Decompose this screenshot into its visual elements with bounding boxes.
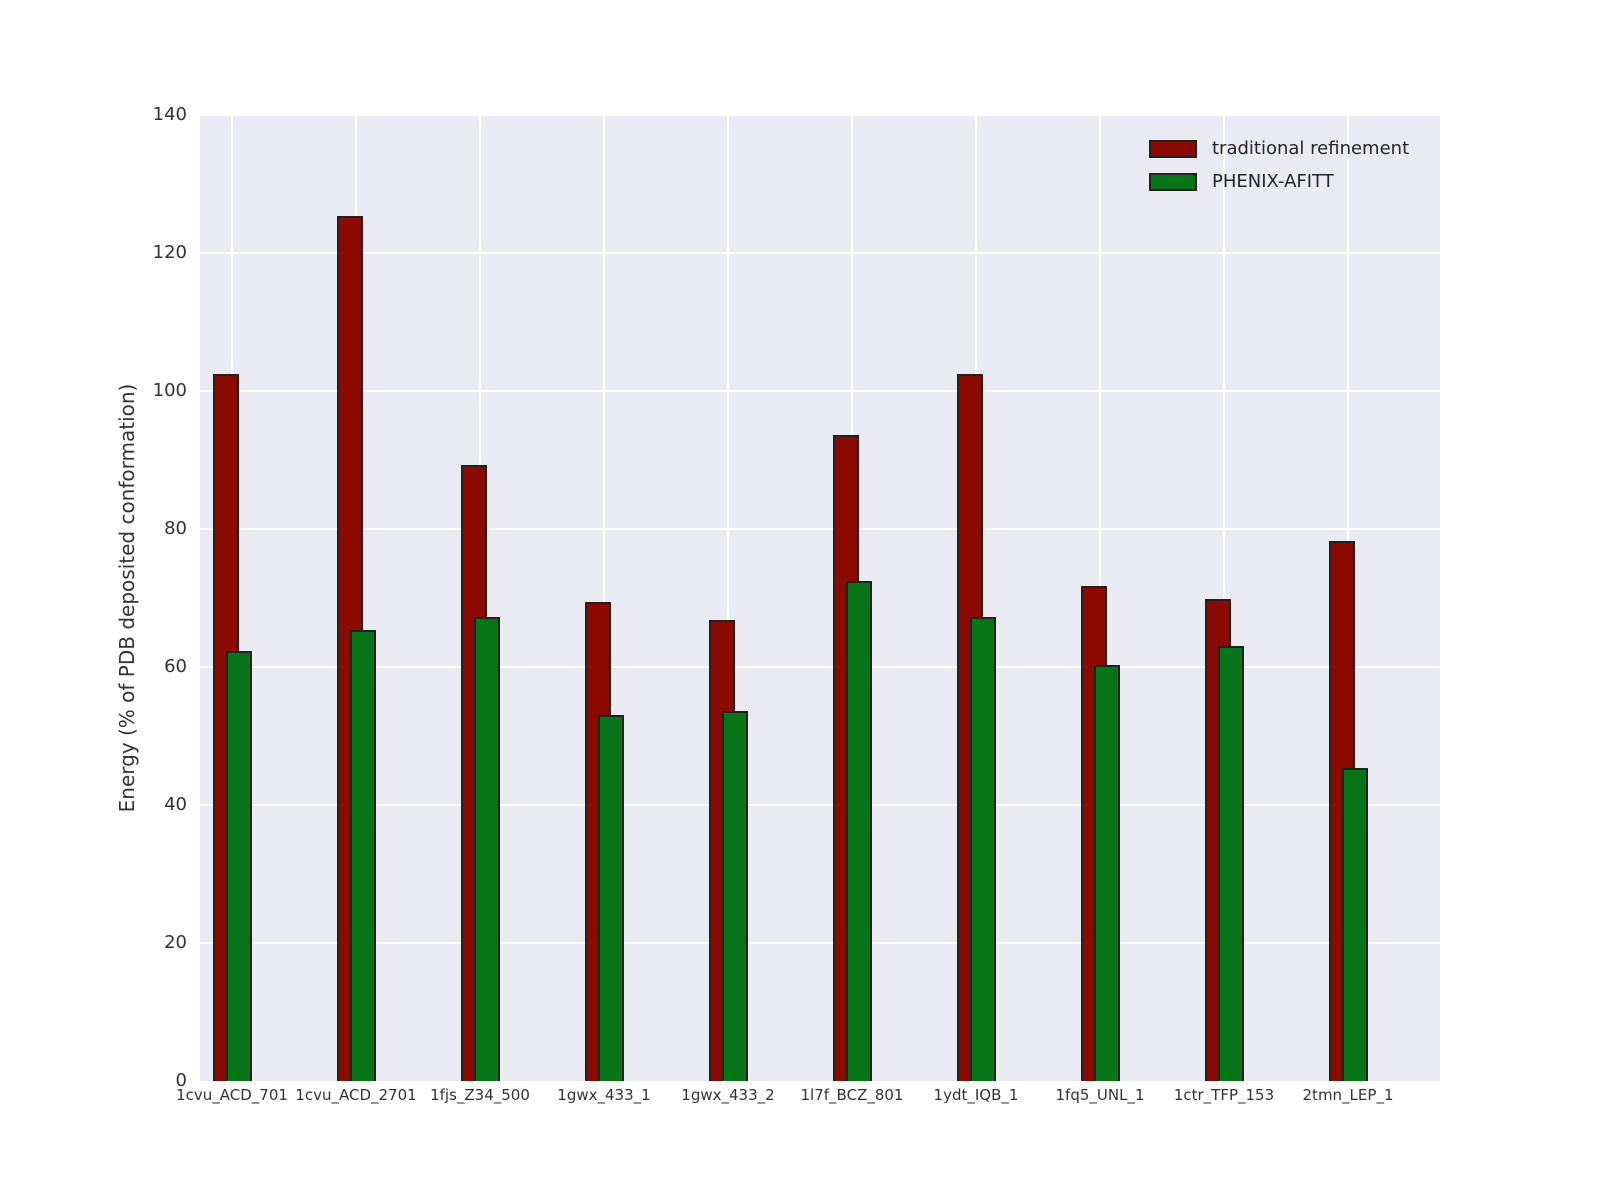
x-tick-label: 1fq5_UNL_1 [1055, 1086, 1145, 1104]
gridline-horizontal [200, 528, 1440, 530]
gridline-vertical [603, 115, 605, 1081]
gridline-vertical [727, 115, 729, 1081]
bar-phenix-afitt [350, 629, 376, 1081]
gridline-horizontal [200, 942, 1440, 944]
gridline-vertical [1223, 115, 1225, 1081]
x-tick-label: 1cvu_ACD_2701 [295, 1086, 417, 1104]
x-tick-label: 1l7f_BCZ_801 [800, 1086, 904, 1104]
y-tick-label: 100 [152, 380, 187, 401]
plot-area [200, 114, 1440, 1081]
legend-label: traditional refinement [1212, 138, 1410, 159]
x-tick-label: 1ctr_TFP_153 [1173, 1086, 1275, 1104]
legend-item: traditional refinement [1149, 136, 1409, 162]
x-tick-label: 1fjs_Z34_500 [430, 1086, 530, 1104]
bar-phenix-afitt [598, 715, 624, 1081]
bar-phenix-afitt [1218, 646, 1244, 1081]
y-tick-label: 120 [152, 242, 187, 263]
y-tick-label: 80 [164, 518, 187, 539]
x-tick-label: 1ydt_IQB_1 [933, 1086, 1019, 1104]
x-tick-label: 1gwx_433_1 [557, 1086, 651, 1104]
legend-swatch-icon [1149, 173, 1197, 191]
bar-phenix-afitt [1094, 664, 1120, 1081]
y-tick-label: 140 [152, 104, 187, 125]
legend-item: PHENIX-AFITT [1149, 169, 1409, 195]
y-axis-label: Energy (% of PDB deposited conformation) [115, 383, 139, 813]
y-tick-label: 0 [175, 1070, 187, 1091]
bar-phenix-afitt [1342, 768, 1368, 1081]
gridline-horizontal [200, 114, 1440, 116]
bar-phenix-afitt [474, 617, 500, 1081]
bar-phenix-afitt [226, 651, 252, 1081]
y-tick-label: 40 [164, 794, 187, 815]
bar-phenix-afitt [846, 580, 872, 1081]
bar-phenix-afitt [722, 711, 748, 1081]
legend-label: PHENIX-AFITT [1212, 171, 1334, 192]
bar-phenix-afitt [970, 616, 996, 1081]
gridline-horizontal [200, 666, 1440, 668]
x-tick-label: 1gwx_433_2 [681, 1086, 775, 1104]
legend: traditional refinement PHENIX-AFITT [1149, 136, 1409, 202]
y-tick-label: 20 [164, 932, 187, 953]
gridline-horizontal [200, 804, 1440, 806]
gridline-horizontal [200, 252, 1440, 254]
y-tick-label: 60 [164, 656, 187, 677]
x-tick-label: 1cvu_ACD_701 [176, 1086, 288, 1104]
x-tick-label: 2tmn_LEP_1 [1302, 1086, 1394, 1104]
legend-swatch-icon [1149, 140, 1197, 158]
gridline-horizontal [200, 390, 1440, 392]
